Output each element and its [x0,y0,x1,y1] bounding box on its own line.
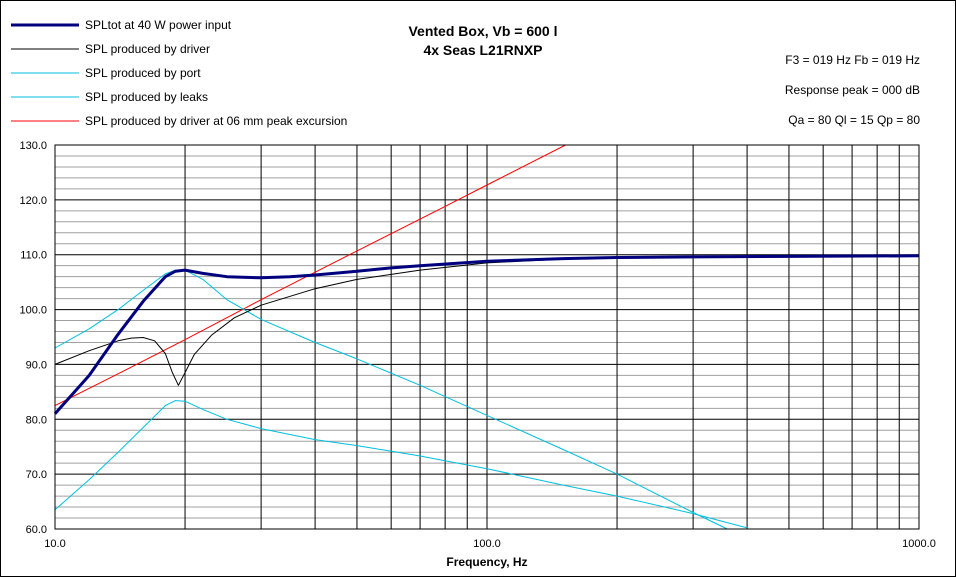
series-layer [53,144,920,530]
legend-label: SPL produced by port [85,66,201,80]
axis-tick-labels: 60.0 70.0 80.0 90.0 100.0 110.0 120.0 130.0 10.0… [19,140,935,550]
legend-label: SPLtot at 40 W power input [85,18,232,32]
legend-entry: SPL produced by leaks [11,90,208,104]
x-tick-label: 1000.0 [902,538,936,550]
series-line-1 [53,254,920,415]
y-tick-label: 60.0 [26,524,47,536]
plot-grid [55,145,919,529]
info-line-f3-fb: F3 = 019 Hz Fb = 019 Hz [785,53,920,67]
legend-label: SPL produced by leaks [85,90,208,104]
y-tick-label: 70.0 [26,469,47,481]
chart-title: Vented Box, Vb = 600 l [408,23,557,39]
legend-entry: SPL produced by driver [11,42,210,56]
y-tick-label: 130.0 [19,140,47,152]
x-tick-label: 10.0 [44,538,65,550]
info-line-response-peak: Response peak = 000 dB [785,83,920,97]
legend: SPLtot at 40 W power input SPL produced b… [11,18,347,128]
series-line-4 [54,400,748,529]
info-line-q-values: Qa = 80 Ql = 15 Qp = 80 [788,113,920,127]
legend-entry: SPL produced by driver at 06 mm peak exc… [11,114,347,128]
legend-entry: SPL produced by port [11,66,201,80]
y-tick-label: 80.0 [26,414,47,426]
y-tick-label: 90.0 [26,359,47,371]
legend-label: SPL produced by driver at 06 mm peak exc… [85,114,347,128]
plot-border [54,144,920,530]
x-axis-label: Frequency, Hz [446,555,527,569]
x-tick-label: 100.0 [473,538,501,550]
y-tick-label: 110.0 [20,250,47,262]
chart-subtitle: 4x Seas L21RNXP [423,42,542,58]
y-tick-label: 100.0 [19,305,47,317]
legend-label: SPL produced by driver [85,42,210,56]
series-line-3 [54,269,728,530]
legend-entry: SPLtot at 40 W power input [11,18,232,32]
y-tick-label: 120.0 [19,195,47,207]
